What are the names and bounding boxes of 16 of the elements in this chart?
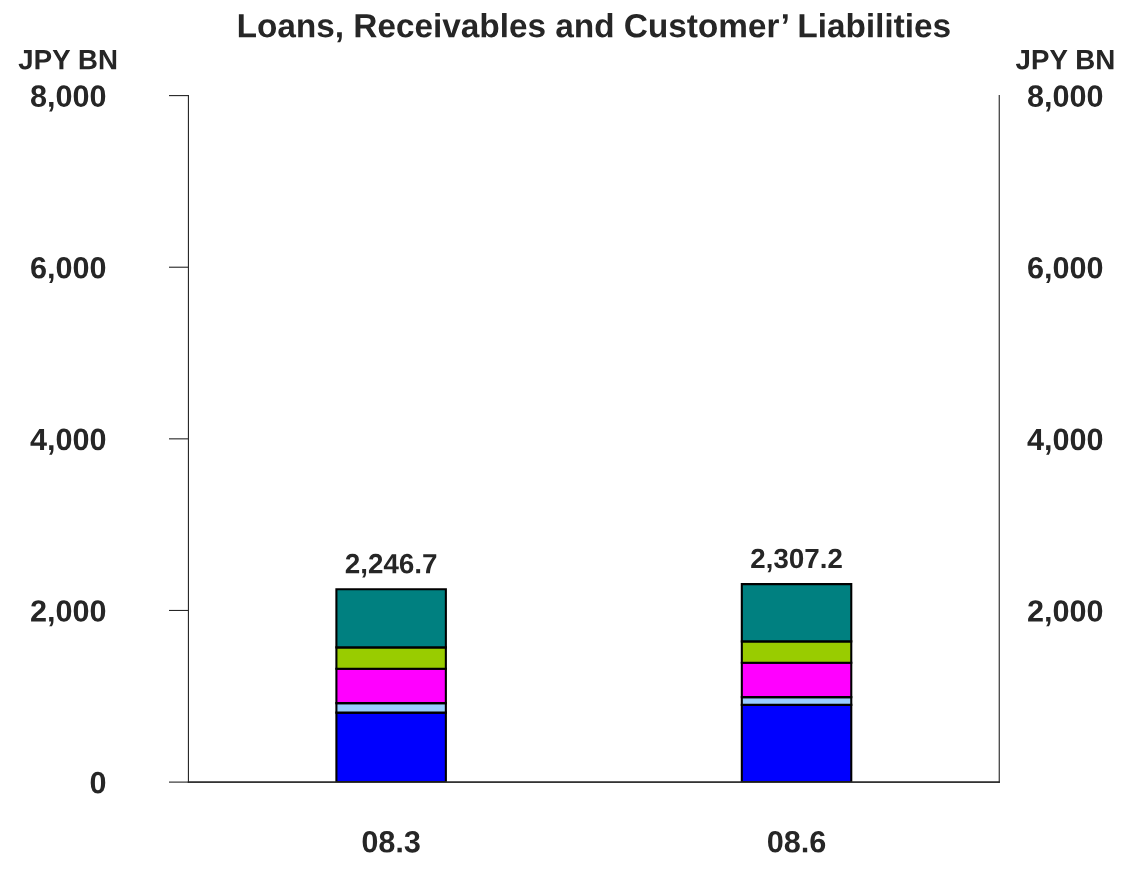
y-tick-label: 2,000	[31, 600, 106, 627]
x-tick-label: 08.6	[768, 830, 826, 853]
y-tick-label: 8,000	[31, 85, 106, 112]
x-tick-label: 08.3	[362, 830, 420, 853]
y-tick-label: 4,000	[30, 428, 106, 455]
y2-tick-label: 6,000	[1028, 256, 1103, 284]
y2-tick-label: 4,000	[1027, 428, 1103, 455]
chart-title: Loans, Receivables and Customer’ Liabilities	[238, 13, 950, 43]
y-tick-label: 6,000	[31, 256, 106, 284]
y2-axis-title: JPY BN	[1015, 50, 1114, 70]
y-axis-title: JPY BN	[18, 50, 117, 70]
y-tick-label: 0	[90, 771, 106, 794]
y2-tick-label: 2,000	[1028, 600, 1103, 627]
y2-tick-label: 8,000	[1028, 85, 1103, 112]
total-label: 2,307.2	[751, 548, 842, 573]
total-label: 2,246.7	[345, 553, 437, 578]
